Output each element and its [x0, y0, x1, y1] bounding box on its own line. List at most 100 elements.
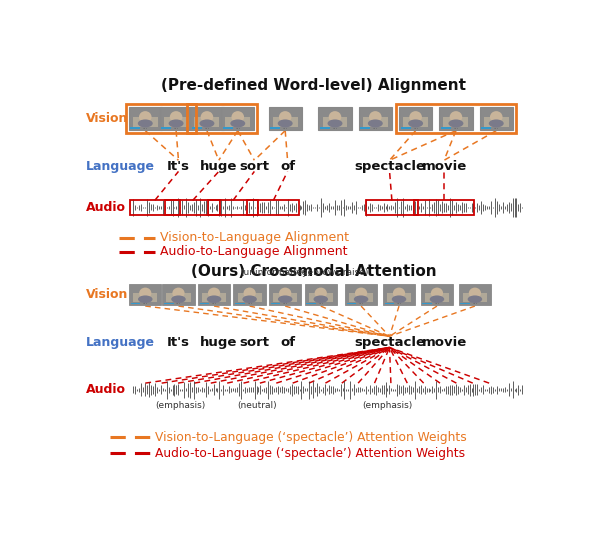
Bar [166, 293, 190, 302]
Bar [269, 284, 301, 305]
Ellipse shape [244, 288, 256, 299]
Text: Vision-to-Language (‘spectacle’) Attention Weights: Vision-to-Language (‘spectacle’) Attenti… [155, 431, 466, 444]
Bar [190, 107, 223, 130]
Bar [161, 127, 171, 129]
Bar [164, 303, 174, 305]
Bar [323, 117, 348, 126]
Bar [360, 127, 370, 129]
Text: Audio: Audio [86, 201, 126, 214]
Text: (Ours) Crossmodal Attention: (Ours) Crossmodal Attention [191, 264, 436, 279]
Bar [459, 284, 491, 305]
Text: ...: ... [143, 125, 148, 130]
Ellipse shape [279, 111, 291, 123]
Bar [126, 104, 196, 133]
Text: spectacle: spectacle [354, 160, 425, 173]
Bar [225, 117, 250, 126]
Bar [271, 303, 280, 305]
Bar [273, 293, 297, 302]
Bar [346, 303, 356, 305]
Bar [318, 107, 352, 130]
Bar [187, 104, 257, 133]
Ellipse shape [139, 288, 151, 299]
Ellipse shape [468, 295, 482, 303]
Text: sort: sort [239, 336, 269, 349]
Bar [237, 293, 262, 302]
Ellipse shape [242, 295, 257, 303]
Text: ...: ... [247, 300, 252, 305]
Bar [345, 284, 377, 305]
Bar [130, 201, 180, 215]
Bar [481, 127, 491, 129]
Text: ...: ... [143, 300, 148, 305]
Ellipse shape [431, 288, 443, 299]
Bar [198, 284, 230, 305]
Ellipse shape [449, 119, 463, 128]
Text: sort: sort [239, 160, 269, 173]
Ellipse shape [369, 111, 382, 123]
Bar [133, 117, 158, 126]
Ellipse shape [392, 295, 406, 303]
Text: ...: ... [173, 125, 179, 130]
Bar [425, 293, 449, 302]
Bar [308, 293, 333, 302]
Bar [463, 293, 487, 302]
Bar [163, 117, 188, 126]
Text: (uninformative): (uninformative) [241, 268, 311, 277]
Bar [363, 117, 388, 126]
Text: of: of [280, 160, 295, 173]
Ellipse shape [450, 111, 462, 123]
Ellipse shape [329, 111, 341, 123]
Bar [401, 127, 411, 129]
Ellipse shape [354, 295, 368, 303]
Bar [234, 284, 266, 305]
Text: movie: movie [422, 160, 467, 173]
Bar [269, 107, 302, 130]
Bar [421, 284, 453, 305]
Text: ...: ... [204, 125, 209, 130]
Bar [129, 284, 162, 305]
Bar [414, 201, 474, 215]
Bar [387, 293, 411, 302]
Bar [439, 107, 472, 130]
Ellipse shape [408, 119, 423, 128]
Ellipse shape [139, 111, 152, 123]
Text: It's: It's [167, 160, 190, 173]
Bar [306, 303, 316, 305]
Ellipse shape [231, 111, 244, 123]
Ellipse shape [409, 111, 422, 123]
Ellipse shape [208, 288, 220, 299]
Text: ...: ... [453, 125, 458, 130]
Text: ...: ... [211, 300, 217, 305]
Text: Audio-to-Language Alignment: Audio-to-Language Alignment [160, 245, 347, 258]
Text: Vision: Vision [86, 112, 129, 125]
Ellipse shape [368, 119, 382, 128]
Text: ...: ... [494, 125, 499, 130]
Bar [349, 293, 373, 302]
Text: (emphasis): (emphasis) [362, 400, 412, 409]
Text: ...: ... [397, 300, 401, 305]
Bar [160, 107, 193, 130]
Bar [422, 303, 432, 305]
Bar [271, 127, 280, 129]
Ellipse shape [171, 295, 185, 303]
Ellipse shape [201, 111, 213, 123]
Text: movie: movie [422, 336, 467, 349]
Bar [131, 303, 140, 305]
Text: Vision: Vision [86, 288, 129, 301]
Bar [133, 293, 157, 302]
Text: huge: huge [200, 160, 237, 173]
Text: ...: ... [283, 300, 288, 305]
Ellipse shape [207, 295, 222, 303]
Ellipse shape [138, 119, 153, 128]
Text: Vision-to-Language Alignment: Vision-to-Language Alignment [160, 231, 348, 244]
Text: Audio-to-Language (‘spectacle’) Attention Weights: Audio-to-Language (‘spectacle’) Attentio… [155, 447, 465, 459]
Text: (Pre-defined Word-level) Alignment: (Pre-defined Word-level) Alignment [161, 78, 466, 93]
Ellipse shape [313, 295, 328, 303]
Text: ...: ... [413, 125, 418, 130]
Text: of: of [280, 336, 295, 349]
Ellipse shape [327, 119, 343, 128]
Bar [162, 284, 195, 305]
Ellipse shape [230, 119, 245, 128]
Text: It's: It's [167, 336, 190, 349]
Bar [399, 107, 432, 130]
